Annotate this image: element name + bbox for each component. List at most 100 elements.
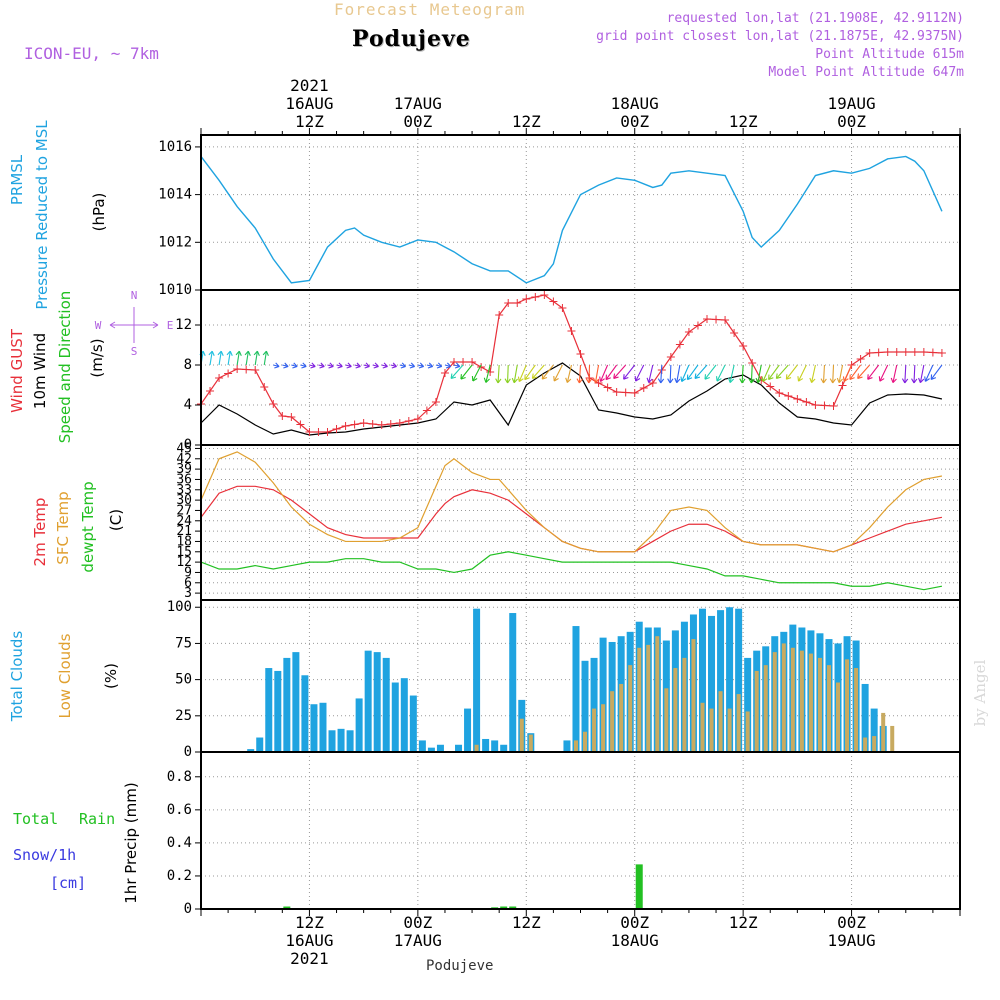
- compass-west: W: [95, 319, 102, 332]
- wind-direction-arrowhead: [748, 378, 755, 384]
- footer-station: Podujeve: [426, 958, 494, 974]
- wind-direction-arrow: [757, 364, 762, 383]
- low-cloud-bar: [872, 736, 877, 752]
- time-label-bottom: 12Z: [512, 913, 541, 932]
- wind-direction-arrow: [472, 364, 482, 382]
- wind-direction-arrow: [843, 364, 853, 382]
- point-altitude: Point Altitude 615m: [815, 47, 964, 62]
- y-tick-label: 50: [175, 672, 192, 688]
- compass-south: S: [131, 345, 138, 358]
- low-cloud-bar: [700, 702, 705, 752]
- temp-2m-line: [200, 485, 943, 553]
- wind-direction-arrow: [513, 364, 518, 383]
- wind-direction-arrow: [594, 364, 600, 383]
- low-cloud-bar: [772, 652, 777, 752]
- wind-direction-arrowhead: [694, 373, 701, 379]
- y-tick-label: 24: [176, 514, 192, 529]
- gust-marker: [802, 398, 811, 406]
- wind-direction-arrowhead: [680, 376, 687, 382]
- gust-marker: [603, 383, 612, 392]
- wind-direction-arrowhead: [310, 362, 316, 369]
- low-cloud-bar: [836, 682, 841, 752]
- prmsl-line: [200, 155, 943, 284]
- wind-direction-arrowhead: [704, 374, 710, 380]
- low-cloud-bar: [628, 665, 633, 752]
- wind-direction-arrowhead: [346, 362, 352, 369]
- total-cloud-bar: [572, 626, 580, 752]
- snow-unit: [cm]: [50, 874, 86, 892]
- pressure-label: PRMSL: [8, 154, 26, 205]
- rain-bar: [500, 906, 508, 909]
- total-cloud-bar: [292, 652, 300, 752]
- gust-marker: [901, 348, 910, 356]
- pressure-label: Pressure Reduced to MSL: [33, 120, 51, 310]
- low-cloud-bar: [619, 683, 624, 752]
- wind-direction-label: Speed and Direction: [56, 291, 74, 444]
- gust-marker: [395, 419, 404, 427]
- wind-direction-arrow: [785, 364, 798, 380]
- closest-lonlat: grid point closest lon,lat (21.1875E, 42…: [596, 29, 964, 44]
- total-rain-label: Rain: [79, 810, 115, 828]
- gust-marker: [820, 401, 829, 410]
- time-label-bottom: 17AUG: [394, 931, 442, 950]
- wind-direction-arrow: [913, 364, 916, 384]
- time-label-top: 16AUG: [285, 94, 333, 113]
- wind-direction-arrowhead: [924, 376, 930, 382]
- low-cloud-bar: [655, 636, 660, 752]
- gust-marker: [829, 402, 838, 410]
- gust-marker: [377, 421, 386, 429]
- y-tick-label: 42: [176, 452, 192, 467]
- gust-marker: [332, 425, 341, 433]
- gust-marker: [323, 428, 332, 436]
- wind-direction-arrow: [904, 364, 907, 384]
- wind-direction-arrowhead: [797, 376, 804, 382]
- wind-direction-arrow: [599, 364, 609, 382]
- wind-direction-arrow: [867, 364, 880, 380]
- total-cloud-bar: [247, 749, 255, 752]
- wind-direction-arrowhead: [460, 374, 466, 380]
- wind-direction-arrow: [566, 364, 572, 383]
- point-info: requested lon,lat (21.1908E, 42.9112N) g…: [596, 10, 964, 82]
- precip-unit: 1hr Precip (mm): [122, 782, 140, 903]
- y-tick-label: 0.8: [167, 769, 192, 785]
- wind-direction-arrow: [686, 364, 699, 380]
- wind-direction-arrowhead: [541, 374, 548, 380]
- gust-marker: [522, 295, 531, 303]
- total-cloud-bar: [400, 678, 408, 752]
- low-cloud-bar: [754, 670, 759, 752]
- pressure-unit: (hPa): [90, 193, 108, 232]
- low-cloud-bar: [826, 665, 831, 752]
- gust-marker: [684, 328, 693, 336]
- gust-marker: [703, 315, 711, 323]
- gust-marker: [386, 420, 395, 428]
- gust-marker: [576, 350, 585, 358]
- wind-direction-arrowhead: [911, 378, 918, 384]
- wind-10m-line: [200, 362, 943, 436]
- wind-direction-arrowhead: [504, 378, 511, 384]
- gust-marker: [296, 420, 305, 429]
- wind-direction-arrowhead: [842, 376, 849, 382]
- total-cloud-bar: [256, 737, 264, 752]
- station-name: Podujeve: [352, 26, 471, 52]
- wind-direction-arrowhead: [674, 377, 681, 384]
- low-cloud-bar: [592, 708, 597, 752]
- wind-direction-arrow: [832, 364, 835, 384]
- total-cloud-bar: [708, 615, 716, 752]
- wind-direction-arrowhead: [623, 374, 629, 380]
- gust-marker: [305, 428, 314, 436]
- low-cloud-bar: [845, 659, 850, 752]
- y-tick-label: 0: [184, 901, 192, 917]
- wind-direction-arrowhead: [761, 376, 768, 382]
- total-cloud-bar: [717, 610, 725, 752]
- y-tick-label: 0: [184, 744, 192, 760]
- total-cloud-bar: [473, 608, 481, 752]
- wind-direction-arrowhead: [391, 362, 397, 369]
- wind-direction-arrowhead: [262, 350, 269, 356]
- wind-direction-arrow: [797, 364, 807, 382]
- snow-label: Snow/1h: [13, 846, 76, 864]
- wind-direction-arrow: [613, 364, 627, 379]
- gust-marker: [928, 348, 937, 357]
- wind-direction-arrowhead: [283, 362, 289, 369]
- y-tick-label: 4: [184, 397, 192, 413]
